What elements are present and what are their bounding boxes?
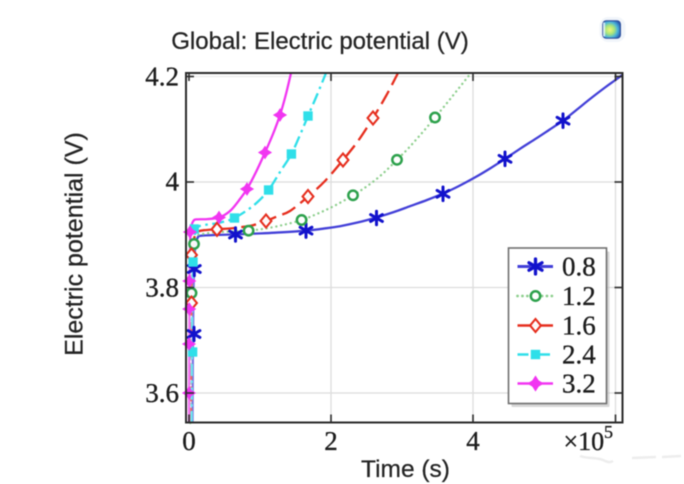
svg-text:5: 5: [604, 422, 613, 442]
svg-text:1.6: 1.6: [562, 311, 596, 341]
svg-text:3.6: 3.6: [145, 378, 179, 408]
svg-text:4: 4: [166, 167, 180, 197]
svg-text:1.2: 1.2: [562, 281, 596, 311]
svg-text:4: 4: [466, 426, 480, 456]
svg-text:4.2: 4.2: [145, 62, 179, 92]
svg-text:Global: Electric potential (V): Global: Electric potential (V): [171, 28, 468, 55]
svg-text:Electric potential (V): Electric potential (V): [61, 132, 89, 356]
svg-text:×10: ×10: [564, 427, 605, 456]
svg-text:0: 0: [182, 426, 196, 456]
svg-text:2.4: 2.4: [562, 340, 596, 370]
svg-text:3.2: 3.2: [562, 369, 596, 399]
svg-text:2: 2: [324, 426, 338, 456]
svg-text:0.8: 0.8: [562, 252, 596, 282]
svg-text:Time (s): Time (s): [361, 456, 450, 483]
svg-text:3.8: 3.8: [145, 273, 179, 303]
